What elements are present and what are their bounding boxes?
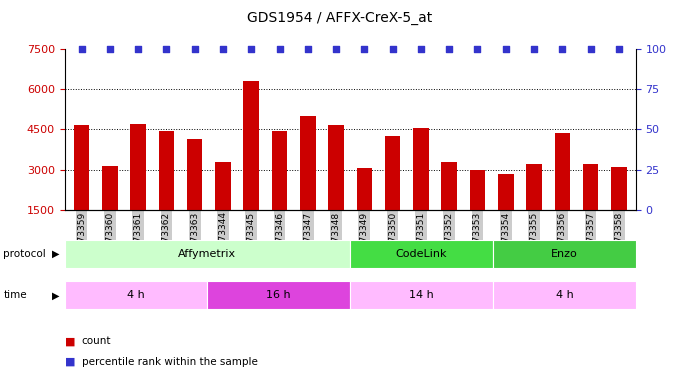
- Bar: [74, 125, 89, 251]
- Point: [359, 46, 370, 52]
- Point: [245, 46, 256, 52]
- Bar: [300, 116, 316, 251]
- Bar: [328, 125, 344, 251]
- Text: Affymetrix: Affymetrix: [178, 249, 237, 259]
- Text: 16 h: 16 h: [267, 290, 291, 300]
- Bar: [441, 162, 457, 250]
- Bar: [350, 240, 493, 268]
- Point: [105, 46, 116, 52]
- Bar: [187, 139, 203, 250]
- Bar: [470, 171, 486, 250]
- Text: CodeLink: CodeLink: [396, 249, 447, 259]
- Text: protocol: protocol: [3, 249, 46, 259]
- Point: [528, 46, 539, 52]
- Point: [472, 46, 483, 52]
- Point: [444, 46, 455, 52]
- Text: ▶: ▶: [52, 249, 60, 259]
- Point: [133, 46, 143, 52]
- Bar: [102, 166, 118, 250]
- Bar: [526, 164, 542, 250]
- Bar: [158, 131, 174, 251]
- Point: [274, 46, 285, 52]
- Bar: [65, 240, 350, 268]
- Point: [500, 46, 511, 52]
- Bar: [611, 167, 626, 250]
- Text: time: time: [3, 290, 27, 300]
- Text: ■: ■: [65, 357, 75, 367]
- Point: [189, 46, 200, 52]
- Bar: [498, 174, 513, 250]
- Point: [76, 46, 87, 52]
- Text: ▶: ▶: [52, 290, 60, 300]
- Bar: [207, 281, 350, 309]
- Bar: [356, 168, 372, 250]
- Point: [613, 46, 624, 52]
- Text: 4 h: 4 h: [127, 290, 145, 300]
- Point: [303, 46, 313, 52]
- Text: ■: ■: [65, 336, 75, 346]
- Point: [585, 46, 596, 52]
- Bar: [65, 281, 207, 309]
- Point: [161, 46, 172, 52]
- Text: 4 h: 4 h: [556, 290, 573, 300]
- Point: [387, 46, 398, 52]
- Bar: [215, 162, 231, 250]
- Text: percentile rank within the sample: percentile rank within the sample: [82, 357, 258, 367]
- Point: [330, 46, 341, 52]
- Text: GDS1954 / AFFX-CreX-5_at: GDS1954 / AFFX-CreX-5_at: [248, 11, 432, 25]
- Text: Enzo: Enzo: [551, 249, 578, 259]
- Bar: [493, 281, 636, 309]
- Bar: [385, 136, 401, 250]
- Point: [218, 46, 228, 52]
- Bar: [350, 281, 493, 309]
- Bar: [583, 164, 598, 250]
- Point: [415, 46, 426, 52]
- Bar: [131, 124, 146, 250]
- Bar: [413, 128, 428, 250]
- Bar: [493, 240, 636, 268]
- Text: 14 h: 14 h: [409, 290, 434, 300]
- Bar: [554, 134, 570, 250]
- Bar: [272, 131, 287, 251]
- Point: [557, 46, 568, 52]
- Bar: [243, 81, 259, 251]
- Text: count: count: [82, 336, 111, 346]
